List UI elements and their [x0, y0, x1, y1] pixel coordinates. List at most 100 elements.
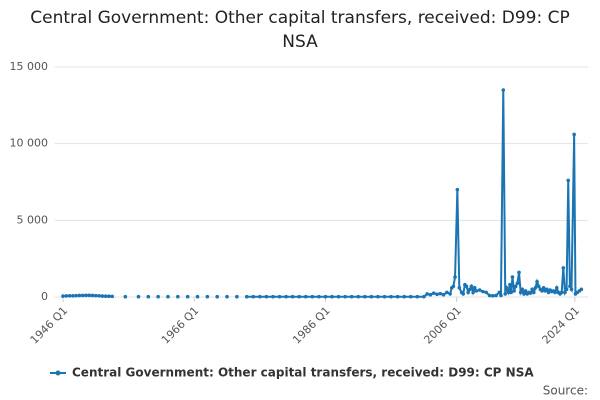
point	[110, 294, 115, 299]
point	[336, 294, 341, 299]
point	[517, 270, 521, 275]
point	[569, 287, 574, 292]
point	[428, 292, 433, 297]
point	[395, 294, 400, 299]
point	[520, 287, 525, 292]
point	[509, 290, 513, 295]
point	[559, 290, 564, 295]
point	[235, 294, 239, 299]
point	[468, 287, 472, 292]
point	[103, 294, 108, 299]
point	[97, 293, 101, 298]
point	[402, 294, 406, 299]
point	[494, 293, 498, 298]
point	[107, 294, 111, 299]
point	[445, 290, 449, 295]
point	[438, 291, 443, 296]
point	[376, 294, 380, 299]
point	[503, 292, 508, 296]
point	[464, 284, 469, 289]
point	[425, 292, 429, 296]
point	[579, 287, 584, 292]
point	[64, 294, 69, 298]
point	[67, 293, 72, 298]
point	[349, 294, 354, 299]
point	[156, 294, 160, 299]
point	[561, 266, 566, 270]
point	[244, 294, 249, 299]
point	[264, 294, 269, 299]
point	[382, 294, 387, 299]
point	[474, 289, 479, 293]
point	[422, 294, 426, 299]
point	[166, 294, 170, 299]
point	[512, 289, 516, 293]
point	[522, 292, 526, 296]
point	[80, 293, 85, 298]
point	[84, 293, 88, 298]
point	[451, 284, 456, 289]
legend-marker	[55, 370, 61, 376]
point	[533, 286, 538, 290]
x-tick-label: 1946 Q1	[28, 304, 71, 347]
point	[176, 294, 180, 299]
point	[431, 291, 436, 295]
x-tick-label: 2006 Q1	[421, 304, 464, 347]
point	[100, 294, 105, 298]
point	[71, 293, 75, 298]
point	[317, 294, 321, 299]
point	[481, 289, 485, 294]
point	[343, 294, 347, 299]
point	[564, 287, 569, 292]
point	[455, 187, 460, 192]
point	[415, 294, 420, 299]
point	[497, 290, 502, 295]
point	[541, 286, 546, 290]
point	[271, 294, 275, 299]
y-tick-label: 15 000	[10, 60, 49, 73]
point	[290, 294, 295, 299]
x-tick-label: 1966 Q1	[159, 304, 202, 347]
point	[297, 294, 302, 299]
point	[535, 279, 539, 284]
point	[510, 275, 515, 279]
point	[441, 292, 446, 297]
point	[74, 293, 78, 298]
point	[408, 294, 413, 299]
point	[490, 293, 495, 298]
point	[61, 294, 65, 298]
point	[499, 293, 503, 298]
y-tick-label: 5 000	[17, 213, 49, 226]
point	[205, 294, 210, 299]
point	[77, 293, 82, 298]
point	[487, 293, 492, 298]
chart-title: Central Government: Other capital transf…	[30, 8, 570, 52]
point	[568, 284, 572, 289]
y-tick-label: 0	[41, 290, 48, 303]
point	[330, 294, 334, 299]
point	[185, 294, 190, 299]
point	[87, 293, 92, 298]
point	[523, 289, 528, 293]
point	[435, 292, 439, 297]
source: Source:	[543, 384, 588, 398]
legend-label: Central Government: Other capital transf…	[72, 366, 534, 380]
point	[389, 294, 393, 299]
point	[225, 294, 229, 299]
point	[566, 178, 571, 183]
point	[515, 281, 520, 286]
point	[215, 294, 219, 299]
x-tick-label: 1986 Q1	[290, 304, 333, 347]
point	[310, 294, 315, 299]
point	[477, 288, 482, 292]
point	[323, 294, 328, 299]
point	[356, 294, 361, 299]
point	[572, 132, 576, 137]
point	[453, 275, 457, 279]
point	[554, 286, 559, 290]
point	[513, 284, 518, 289]
point	[504, 286, 509, 290]
point	[94, 293, 98, 298]
